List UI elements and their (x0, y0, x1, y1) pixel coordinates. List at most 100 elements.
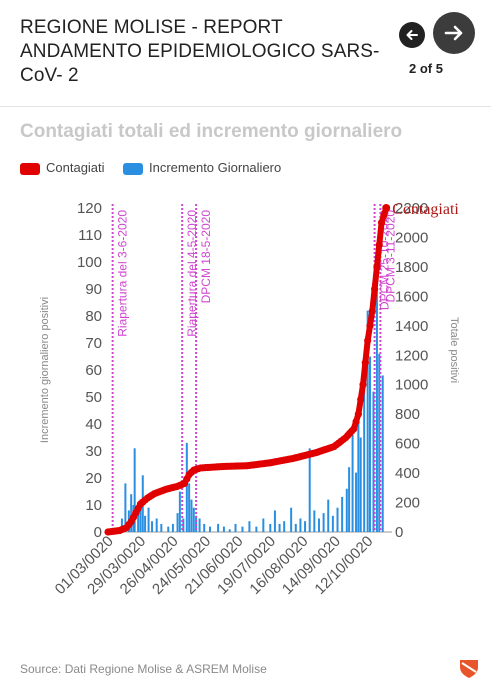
bar-incremento (327, 499, 330, 532)
bar-incremento (133, 448, 136, 532)
bar-incremento (359, 437, 362, 532)
bar-incremento (378, 353, 381, 532)
report-title: REGIONE MOLISE - REPORT ANDAMENTO EPIDEM… (20, 17, 380, 86)
y-right-tick-label: 400 (395, 465, 420, 482)
bar-incremento (234, 523, 237, 532)
next-page-button[interactable] (433, 12, 475, 54)
point-contagiati (361, 359, 369, 367)
point-contagiati (350, 425, 358, 433)
bar-incremento (375, 289, 378, 532)
bar-incremento (228, 529, 231, 532)
bar-incremento (195, 515, 198, 532)
y-left-tick-label: 20 (85, 470, 102, 487)
y-right-tick-label: 600 (395, 436, 420, 453)
y-right-tick-label: 2000 (395, 229, 428, 246)
bar-incremento (355, 472, 358, 532)
bar-incremento (381, 375, 384, 532)
bar-incremento (269, 523, 272, 532)
bar-incremento (331, 515, 334, 532)
bar-incremento (160, 523, 163, 532)
bar-incremento (171, 523, 174, 532)
bar-incremento (139, 499, 142, 532)
bar-incremento (209, 526, 212, 532)
bar-incremento (273, 510, 276, 532)
bar-incremento (313, 510, 316, 532)
point-contagiati (371, 285, 379, 293)
y-left-tick-label: 80 (85, 308, 102, 325)
bar-incremento (341, 496, 344, 532)
y-right-tick-label: 200 (395, 495, 420, 512)
page-counter: 2 of 5 (409, 61, 443, 76)
bar-incremento (185, 442, 188, 532)
bar-incremento (176, 513, 179, 532)
bar-incremento (290, 507, 293, 532)
bar-incremento (317, 518, 320, 532)
point-contagiati (377, 219, 386, 227)
bar-incremento (363, 370, 366, 532)
bar-incremento (336, 507, 339, 532)
line-contagiati (105, 205, 390, 535)
bar-incremento (198, 518, 201, 532)
y-right-tick-label: 1400 (395, 318, 428, 335)
bar-incremento (308, 448, 311, 532)
bar-incremento (188, 483, 191, 532)
header: REGIONE MOLISE - REPORT ANDAMENTO EPIDEM… (0, 0, 491, 106)
legend-label: Incremento Giornaliero (149, 160, 282, 175)
header-divider (0, 106, 491, 107)
point-contagiati (373, 263, 381, 271)
covid-chart: 0102030405060708090100110120020040060080… (39, 200, 460, 598)
bar-incremento (351, 434, 354, 532)
point-contagiati (352, 417, 360, 426)
legend-label: Contagiati (46, 160, 105, 175)
bar-incremento (120, 518, 123, 532)
bar-incremento (278, 523, 281, 532)
bar-incremento (190, 499, 193, 532)
y-left-tick-label: 0 (94, 524, 102, 541)
legend-item-contagiati[interactable]: Contagiati (20, 160, 105, 175)
bar-incremento (304, 521, 307, 532)
point-contagiati (368, 307, 376, 315)
y-left-tick-label: 60 (85, 362, 102, 379)
y-right-tick-label: 1200 (395, 347, 428, 364)
y-left-tick-label: 100 (77, 254, 102, 271)
bar-incremento (167, 526, 170, 532)
bar-incremento (372, 391, 375, 532)
bar-incremento (217, 523, 220, 532)
y-left-tick-label: 50 (85, 389, 102, 406)
previous-page-button[interactable] (399, 22, 425, 48)
bar-incremento (357, 413, 360, 532)
arrow-left-icon (406, 30, 418, 40)
bar-incremento (137, 513, 140, 532)
point-contagiati (380, 211, 388, 219)
y-left-tick-label: 40 (85, 416, 102, 433)
point-contagiati (354, 410, 362, 418)
bar-incremento (262, 518, 265, 532)
y-left-tick-label: 70 (85, 335, 102, 352)
y-right-tick-label: 1800 (395, 259, 428, 276)
bar-incremento (322, 513, 325, 532)
bar-incremento (283, 521, 286, 532)
y-right-tick-label: 0 (395, 524, 403, 541)
point-contagiati (366, 322, 374, 330)
y-right-tick-label: 1000 (395, 377, 428, 394)
chart-title: Contagiati totali ed incremento giornali… (20, 121, 403, 142)
point-contagiati (357, 395, 365, 404)
bar-incremento (147, 507, 150, 532)
point-contagiati (359, 381, 367, 389)
vline-label: DPCM 18-5-2020 (199, 210, 213, 304)
bar-incremento (299, 518, 302, 532)
bar-incremento (178, 491, 181, 532)
bar-incremento (192, 507, 195, 532)
regione-molise-shield-icon (460, 660, 478, 678)
vline-label: DPCM 3-11-2020 (383, 210, 397, 303)
bar-incremento (368, 356, 371, 532)
bar-incremento (151, 521, 154, 532)
legend-item-incremento[interactable]: Incremento Giornaliero (123, 160, 281, 175)
bar-incremento (203, 523, 206, 532)
bar-incremento (345, 488, 348, 532)
y-left-axis-title: Incremento giornaliero positivi (39, 297, 51, 443)
bar-incremento (222, 526, 225, 532)
point-contagiati (375, 241, 383, 249)
bar-incremento (241, 526, 244, 532)
y-right-tick-label: 800 (395, 406, 420, 423)
